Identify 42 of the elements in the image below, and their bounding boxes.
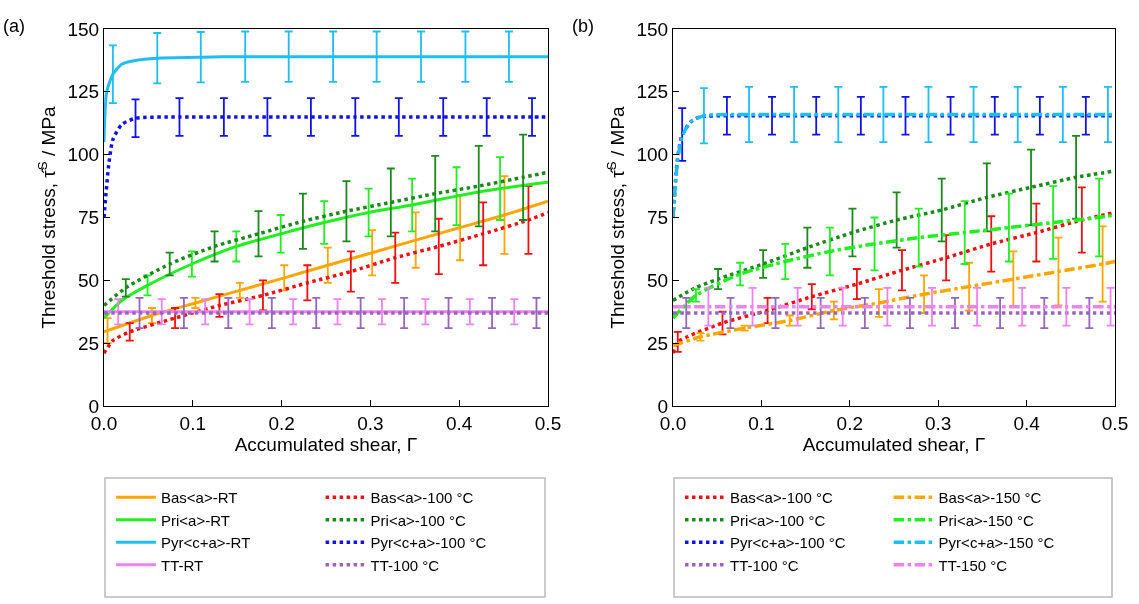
x-tick-label: 0.1	[179, 412, 207, 434]
x-tick-label: 0.3	[924, 412, 952, 434]
legend-label: Pri<a>-100 °C	[730, 511, 826, 529]
legend-label: Pri<a>-RT	[161, 511, 230, 529]
legend-label: Pri<a>-100 °C	[370, 511, 466, 529]
y-tick-label: 25	[77, 332, 100, 354]
y-tick-label: 125	[636, 81, 669, 103]
legend-label: TT-150 °C	[938, 556, 1008, 574]
x-tick-label: 0.5	[534, 412, 562, 434]
y-tick-label: 75	[77, 207, 100, 229]
x-tick-label: 0.3	[357, 412, 384, 434]
legend-label: TT-RT	[161, 556, 204, 574]
legend-label: Pri<a>-150 °C	[938, 511, 1034, 529]
y-tick-label: 125	[67, 81, 100, 103]
legend-label: Pyr<c+a>-150 °C	[938, 534, 1055, 552]
x-tick-label: 0.4	[1013, 412, 1041, 434]
x-tick-label: 0.1	[748, 412, 775, 434]
y-tick-label: 25	[646, 332, 669, 354]
legend-label: TT-100 °C	[370, 556, 440, 574]
legend-label: Bas<a>-100 °C	[370, 489, 474, 507]
legend-label: Bas<a>-RT	[161, 489, 238, 507]
x-tick-label: 0.4	[445, 412, 473, 434]
y-tick-label: 100	[67, 144, 100, 166]
y-tick-label: 150	[636, 18, 669, 40]
x-tick-label: 0.2	[836, 412, 864, 434]
y-tick-label: 75	[646, 207, 669, 229]
legend-label: Bas<a>-100 °C	[730, 489, 833, 507]
x-tick-label: 0.2	[268, 412, 295, 434]
text: (a)	[3, 16, 25, 36]
x-axis-title: Accumulated shear, Γ	[802, 433, 986, 455]
legend-label: Bas<a>-150 °C	[938, 489, 1042, 507]
legend-label: Pyr<c+a>-100 °C	[370, 534, 487, 552]
x-tick-label: 0.5	[1101, 412, 1129, 434]
y-tick-label: 150	[67, 18, 100, 40]
y-tick-label: 50	[646, 269, 669, 291]
x-axis-title: Accumulated shear, Γ	[234, 433, 418, 455]
legend-label: TT-100 °C	[730, 556, 799, 574]
y-tick-label: 100	[636, 144, 669, 166]
text: (b)	[572, 16, 594, 36]
legend-label: Pyr<c+a>-RT	[161, 534, 251, 552]
y-tick-label: 50	[77, 269, 100, 291]
legend-label: Pyr<c+a>-100 °C	[730, 534, 846, 552]
